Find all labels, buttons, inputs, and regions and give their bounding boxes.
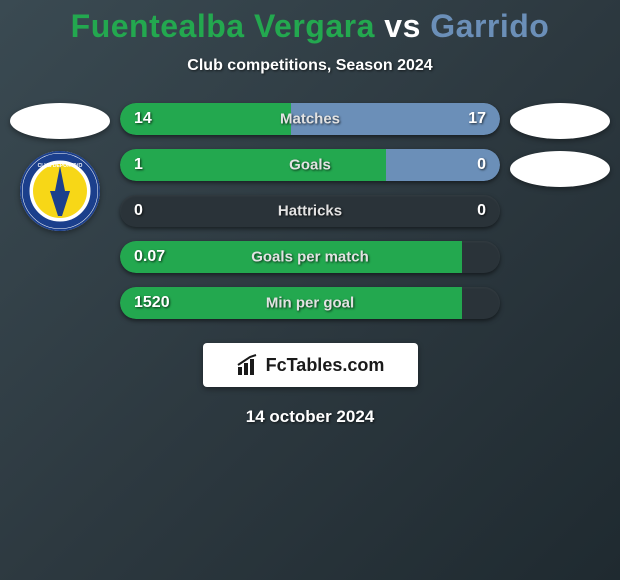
stat-label: Matches	[280, 111, 340, 128]
stat-value-player1: 0.07	[134, 248, 165, 266]
title-vs: vs	[384, 8, 421, 44]
stat-label: Goals	[289, 157, 331, 174]
title: Fuentealba Vergara vs Garrido	[71, 8, 550, 45]
stat-bar: 1520 Min per goal	[120, 287, 500, 319]
subtitle: Club competitions, Season 2024	[187, 57, 432, 75]
brand-name: FcTables.com	[266, 355, 385, 376]
stat-value-player2: 0	[477, 202, 486, 220]
main-row: CLUB DEPORTIVO 14 17 Matches 1 0 Goals 0 0 Hattr…	[0, 103, 620, 319]
stat-bar: 1 0 Goals	[120, 149, 500, 181]
chart-icon	[236, 353, 260, 377]
stat-value-player1: 1	[134, 156, 143, 174]
date: 14 october 2024	[246, 407, 375, 427]
stat-bar: 14 17 Matches	[120, 103, 500, 135]
comparison-infographic: Fuentealba Vergara vs Garrido Club compe…	[0, 0, 620, 580]
title-player2: Garrido	[430, 8, 549, 44]
bar-fill-player1	[120, 149, 386, 181]
title-player1: Fuentealba Vergara	[71, 8, 375, 44]
brand-logo: FcTables.com	[203, 343, 418, 387]
stat-value-player2: 17	[468, 110, 486, 128]
club-badge-icon: CLUB DEPORTIVO	[20, 151, 100, 231]
player1-club-badge: CLUB DEPORTIVO	[20, 151, 100, 231]
left-side-column: CLUB DEPORTIVO	[10, 103, 110, 231]
stat-label: Min per goal	[266, 295, 354, 312]
stat-value-player1: 0	[134, 202, 143, 220]
stat-label: Goals per match	[251, 249, 369, 266]
stat-value-player1: 1520	[134, 294, 170, 312]
stat-bar: 0.07 Goals per match	[120, 241, 500, 273]
player2-portrait-placeholder	[510, 103, 610, 139]
player1-portrait-placeholder	[10, 103, 110, 139]
stat-value-player2: 0	[477, 156, 486, 174]
player2-club-placeholder	[510, 151, 610, 187]
stats-bars: 14 17 Matches 1 0 Goals 0 0 Hattricks 0.07 Goals p…	[120, 103, 500, 319]
stat-value-player1: 14	[134, 110, 152, 128]
svg-text:CLUB DEPORTIVO: CLUB DEPORTIVO	[38, 163, 83, 169]
stat-bar: 0 0 Hattricks	[120, 195, 500, 227]
right-side-column	[510, 103, 610, 187]
stat-label: Hattricks	[278, 203, 342, 220]
